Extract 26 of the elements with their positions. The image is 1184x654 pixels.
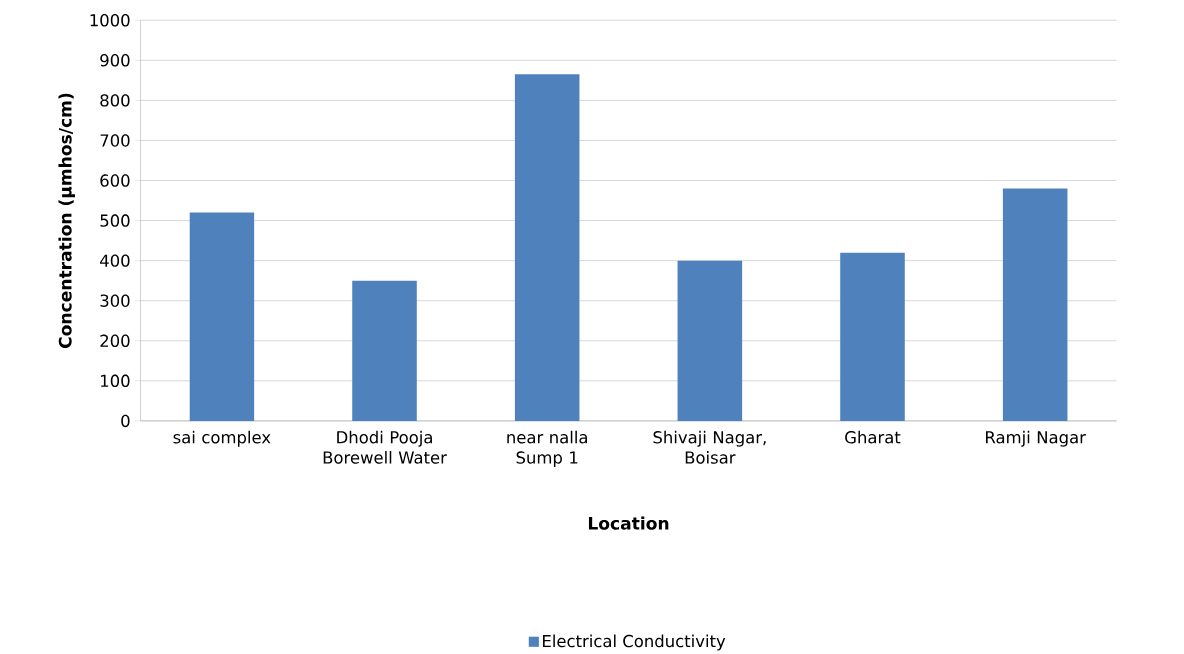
y-tick-label: 500 — [100, 214, 130, 227]
legend-label: Electrical Conductivity — [543, 634, 726, 651]
y-axis-title: Concentration (µmhos/cm) — [58, 93, 76, 349]
x-tick-label: Ramji Nagar — [986, 430, 1086, 447]
x-tick-label: Shivaji Nagar, Boisar — [653, 430, 766, 464]
bar — [352, 280, 417, 421]
x-tick-label: Gharat — [845, 430, 901, 444]
y-tick-label: 800 — [100, 94, 130, 107]
y-tick-label: 0 — [121, 414, 130, 428]
y-tick-label: 100 — [101, 374, 130, 388]
bar — [677, 260, 743, 421]
y-tick-label: 600 — [100, 174, 130, 187]
y-tick-label: 300 — [100, 294, 130, 307]
y-tick-label: 1000 — [90, 14, 130, 27]
x-axis-title: Location — [588, 516, 669, 530]
y-tick-label: 700 — [100, 134, 130, 147]
bar — [840, 252, 905, 421]
bar — [189, 212, 255, 421]
bar — [1002, 188, 1068, 421]
x-tick-label: near nalla Sump 1 — [507, 430, 588, 467]
y-tick-label: 400 — [100, 254, 130, 267]
bar — [514, 74, 580, 421]
x-tick-label: sai complex — [173, 430, 271, 447]
y-tick-label: 200 — [100, 334, 130, 347]
y-tick-label: 900 — [100, 54, 130, 67]
x-tick-label: Dhodi Pooja Borewell Water — [323, 430, 447, 464]
